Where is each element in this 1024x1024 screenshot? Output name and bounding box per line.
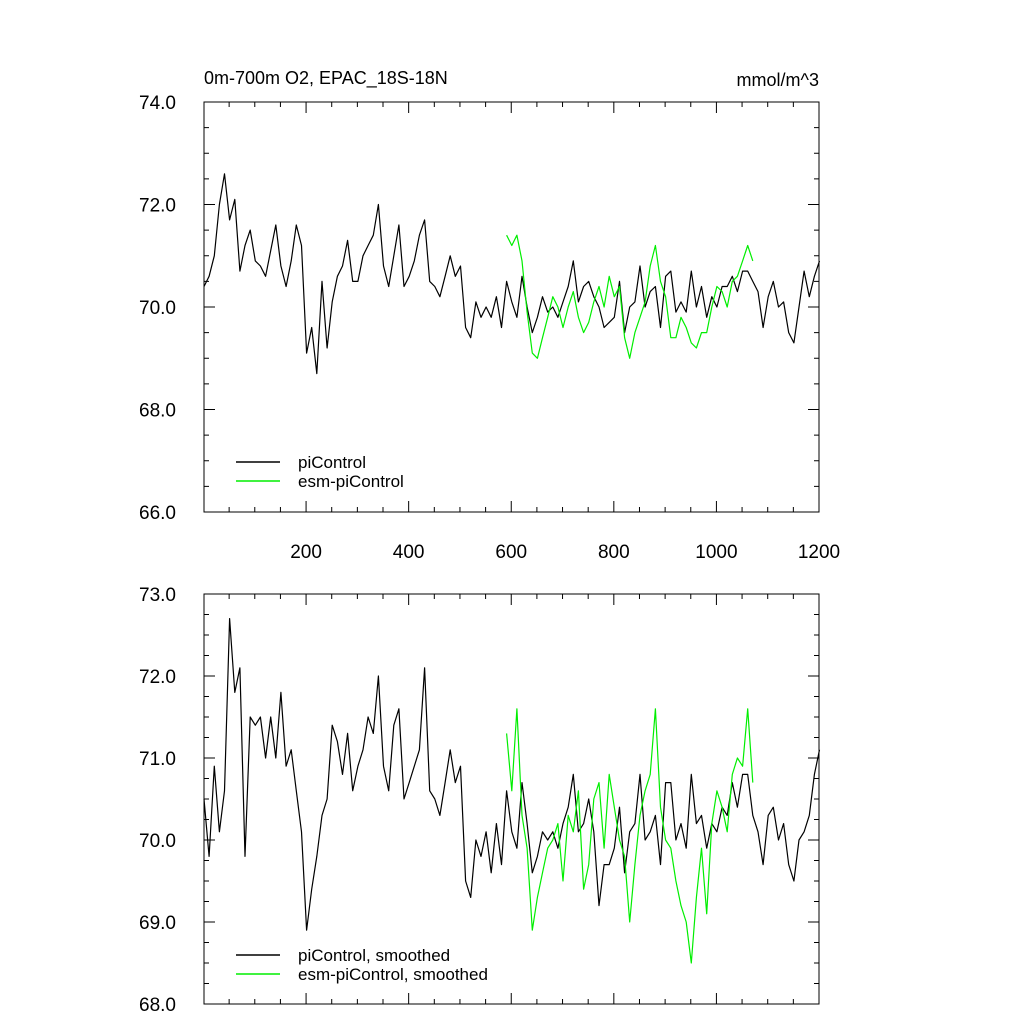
y-tick-label: 73.0 (139, 585, 176, 606)
legend-label: esm-piControl, smoothed (298, 965, 488, 984)
top-y-tick-labels: 66.0 68.0 70.0 72.0 74.0 (139, 93, 176, 524)
series-line-picontrol (203, 173, 821, 375)
top-series-group (203, 173, 821, 375)
legend-label: piControl, smoothed (298, 946, 450, 965)
top-plot-frame (203, 101, 820, 513)
y-tick-label: 71.0 (139, 749, 176, 770)
x-tick-label: 600 (495, 542, 527, 563)
legend-label: piControl (298, 453, 366, 472)
y-tick-label: 66.0 (139, 503, 176, 524)
top-x-tick-labels: 200 400 600 800 1000 1200 (290, 542, 840, 563)
y-tick-label: 69.0 (139, 913, 176, 934)
y-tick-label: 74.0 (139, 93, 176, 114)
series-line-esm-picontrol (506, 234, 754, 359)
x-tick-label: 400 (393, 542, 425, 563)
legend-label: esm-piControl (298, 472, 404, 491)
y-tick-label: 68.0 (139, 401, 176, 422)
y-tick-label: 68.0 (139, 995, 176, 1016)
y-tick-label: 72.0 (139, 667, 176, 688)
x-tick-label: 1000 (695, 542, 737, 563)
y-tick-label: 70.0 (139, 831, 176, 852)
series-line-picontrol (203, 617, 821, 931)
chart-title: 0m-700m O2, EPAC_18S-18N (204, 68, 448, 89)
x-tick-label: 200 (290, 542, 322, 563)
y-tick-label: 70.0 (139, 298, 176, 319)
bottom-plot-frame (203, 593, 820, 1005)
top-panel: 0m-700m O2, EPAC_18S-18N mmol/m^3 66.0 68… (139, 68, 840, 563)
bottom-axis-ticks (204, 593, 820, 1005)
x-tick-label: 1200 (798, 542, 840, 563)
chart-units: mmol/m^3 (737, 70, 819, 90)
bottom-y-tick-labels: 68.0 69.0 70.0 71.0 72.0 73.0 (139, 585, 176, 1016)
y-tick-label: 72.0 (139, 196, 176, 217)
bottom-panel: 68.0 69.0 70.0 71.0 72.0 73.0 piControl, smoo… (139, 585, 821, 1016)
series-line-esm-picontrol (506, 708, 754, 964)
x-tick-label: 800 (598, 542, 630, 563)
bottom-series-group (203, 617, 821, 964)
